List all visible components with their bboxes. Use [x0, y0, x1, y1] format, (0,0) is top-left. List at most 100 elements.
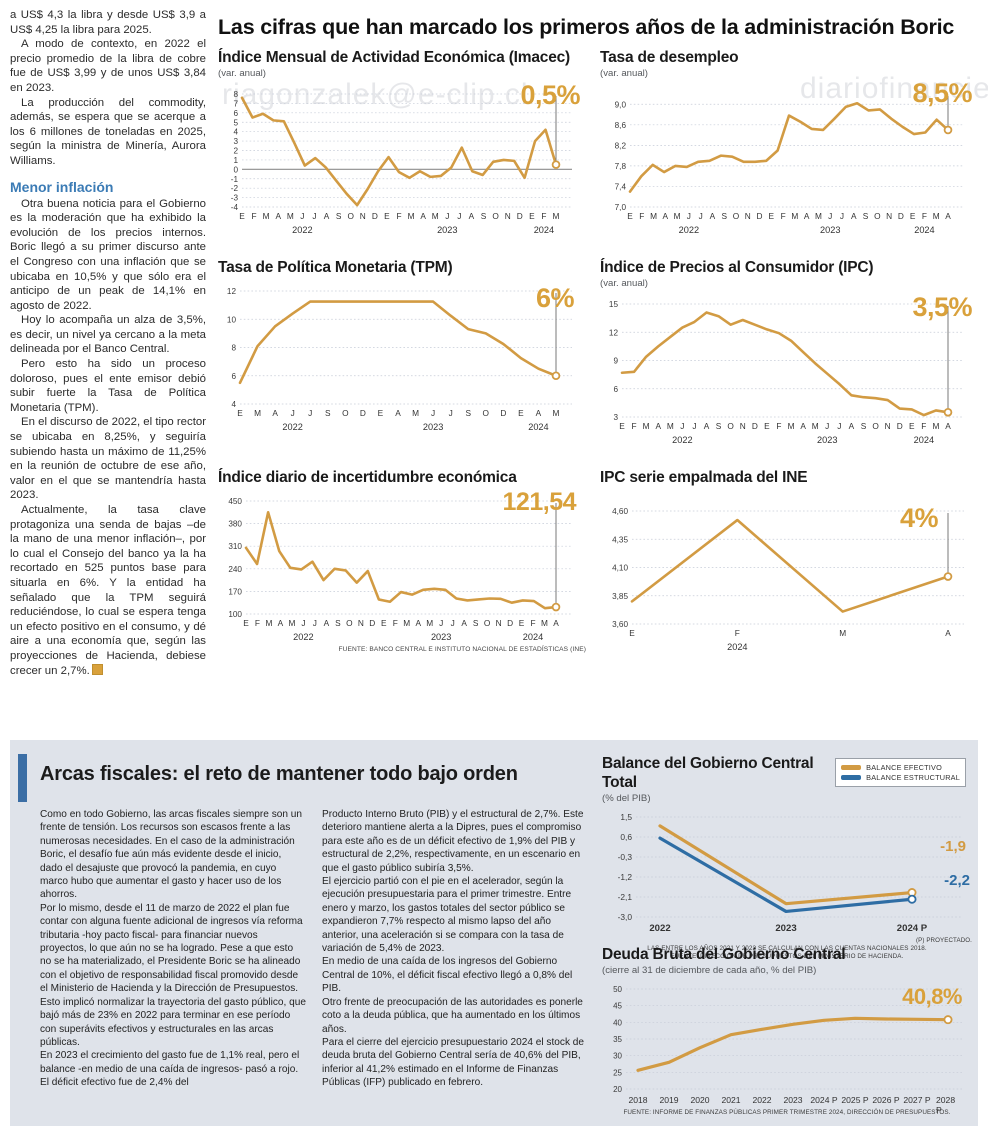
x-tick-label: F: [530, 618, 536, 628]
x-tick-label: 2024 P: [810, 1095, 838, 1105]
x-tick-label: S: [335, 211, 342, 221]
legend-label: BALANCE ESTRUCTURAL: [866, 773, 960, 782]
legend-swatch-gold: [841, 765, 862, 770]
x-tick-label: O: [492, 211, 499, 221]
chart-footnote-3: FUENTE: DIRECCIÓN DE PRESUPUESTOS DEL MI…: [670, 953, 904, 960]
x-tick-label: E: [529, 211, 535, 221]
chart-title: Índice de Precios al Consumidor (IPC): [600, 259, 874, 276]
x-tick-label: M: [254, 408, 262, 418]
x-axis-years: 2022 2023 2024: [218, 421, 586, 434]
x-tick-label: S: [472, 618, 479, 628]
x-tick-label: 2022: [752, 1095, 772, 1105]
svg-text:8,2: 8,2: [615, 141, 627, 150]
chart-title: Deuda Bruta del Gobierno Central: [602, 946, 846, 963]
x-axis-years: 2022 2023 2024: [218, 631, 586, 644]
x-tick-label: E: [518, 618, 525, 628]
section-subhead: Menor inflación: [10, 178, 114, 195]
svg-text:0,6: 0,6: [620, 832, 632, 842]
x-year-label: 2022: [678, 225, 700, 235]
x-tick-label: F: [631, 421, 637, 431]
svg-text:-1,2: -1,2: [618, 872, 633, 882]
svg-text:4,35: 4,35: [612, 535, 628, 544]
chart-subtitle: (var. anual): [218, 68, 266, 79]
x-tick-label: A: [709, 211, 716, 221]
x-tick-label: A: [277, 618, 284, 628]
svg-text:9: 9: [613, 357, 618, 366]
x-tick-label: 2022: [649, 923, 671, 934]
chart-title: Índice diario de incertidumbre económica: [218, 469, 517, 486]
chart-callout: 3,5%: [912, 292, 972, 322]
x-tick-label: D: [371, 211, 378, 221]
svg-text:6: 6: [613, 385, 618, 394]
x-tick-label: F: [392, 618, 398, 628]
paragraph: Otro frente de preocupación de las autor…: [322, 996, 583, 1035]
svg-text:-2,1: -2,1: [618, 892, 633, 902]
svg-text:3: 3: [233, 137, 238, 146]
paragraph-text: Actualmente, la tasa clave protagoniza u…: [10, 504, 206, 677]
x-tick-label: J: [312, 211, 317, 221]
svg-text:3,85: 3,85: [612, 592, 628, 601]
x-tick-label: N: [739, 421, 746, 431]
x-tick-label: M: [839, 628, 847, 638]
x-year-label: 2022: [293, 632, 314, 642]
x-tick-label: E: [768, 211, 775, 221]
x-year-label: 2024: [528, 422, 549, 432]
x-tick-label: M: [288, 618, 296, 628]
x-tick-label: J: [839, 211, 845, 221]
x-tick-label: 2023: [775, 923, 797, 934]
chart-title: Tasa de Política Monetaria (TPM): [218, 259, 453, 276]
x-tick-label: S: [862, 211, 869, 221]
x-tick-label: 2020: [690, 1095, 710, 1105]
bottom-article-columns: Como en todo Gobierno, las arcas fiscale…: [40, 808, 588, 1090]
x-tick-label: E: [377, 408, 384, 418]
paragraph: La producción del commodity, además, se …: [10, 96, 206, 167]
x-tick-label: O: [482, 408, 489, 418]
x-tick-label: F: [776, 421, 782, 431]
x-tick-label: S: [465, 408, 471, 418]
x-tick-label: M: [407, 211, 415, 221]
value-label-efectivo: -1,9: [940, 838, 966, 855]
x-axis-ticks: 2018 2019 2020 2021 2022 2023 2024 P 2025 P 2026…: [602, 1095, 972, 1115]
x-tick-label: O: [346, 618, 353, 628]
x-tick-label: M: [932, 421, 940, 431]
x-tick-label: A: [323, 618, 330, 628]
svg-text:3: 3: [613, 413, 618, 421]
paragraph: En medio de una caída de los ingresos de…: [322, 956, 573, 995]
svg-text:4: 4: [231, 400, 236, 408]
svg-text:7,4: 7,4: [615, 182, 627, 191]
chart-ipc: Índice de Precios al Consumidor (IPC) (v…: [600, 258, 978, 447]
svg-text:3,60: 3,60: [612, 620, 628, 628]
x-tick-label: 2028 P: [936, 1095, 956, 1115]
bottom-column-1: Como en todo Gobierno, las arcas fiscale…: [40, 808, 306, 1090]
svg-text:450: 450: [228, 497, 242, 506]
x-tick-label: E: [764, 421, 770, 431]
chart-title: Tasa de desempleo: [600, 49, 739, 66]
x-tick-label: O: [727, 421, 734, 431]
chart-footnote-2: LAS ENTRE LOS AÑOS 2021 Y 2023 SE CALCUL…: [647, 945, 927, 952]
plot-area: 50 45 40 35 30 25 20 40,8%: [602, 983, 972, 1095]
x-tick-label: J: [431, 408, 436, 418]
chart-callout: 121,54: [502, 488, 577, 516]
x-tick-label: A: [850, 211, 857, 221]
chart-callout: 40,8%: [902, 984, 962, 1009]
x-tick-label: O: [874, 211, 881, 221]
svg-text:7,0: 7,0: [615, 203, 627, 211]
chart-subtitle: (cierre al 31 de diciembre de cada año, …: [602, 965, 817, 976]
x-axis-years: 2022 2023 2024: [600, 434, 978, 447]
x-tick-label: A: [945, 628, 951, 638]
x-tick-label: 2023: [783, 1095, 803, 1105]
x-tick-label: D: [897, 211, 904, 221]
legend-item-estructural: BALANCE ESTRUCTURAL: [841, 773, 960, 782]
x-tick-label: O: [732, 211, 740, 221]
x-tick-label: J: [301, 618, 306, 628]
x-tick-label: A: [461, 618, 467, 628]
x-tick-label: A: [662, 211, 669, 221]
paragraph: Para el cierre del ejercicio presupuesta…: [322, 1036, 585, 1089]
x-tick-label: E: [237, 408, 243, 418]
svg-text:310: 310: [228, 542, 242, 551]
chart-footnote: FUENTE: INFORME DE FINANZAS PÚBLICAS PRI…: [623, 1109, 951, 1116]
